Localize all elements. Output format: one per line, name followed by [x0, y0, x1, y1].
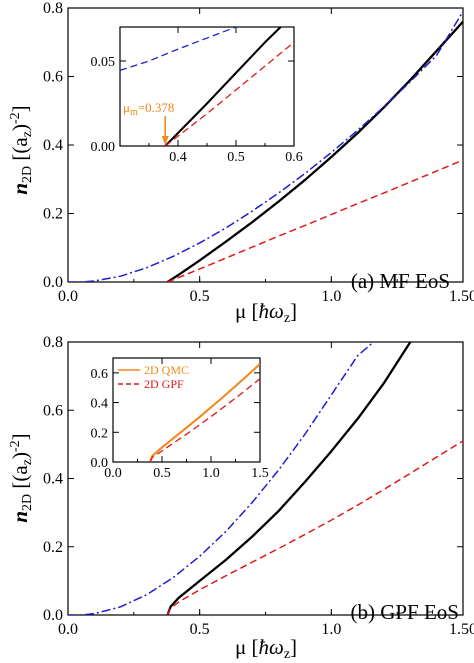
panel-b-y-axis-title: n2D [(az)-2]	[8, 433, 35, 522]
panel-a-y-axis-title: n2D [(az)-2]	[8, 105, 35, 194]
panel-b-x-axis-title: μ [ħωz]	[235, 635, 297, 662]
panel-a-inset-x-tick-label: 0.4	[169, 150, 187, 165]
panel-b-inset-y-tick-label: 0.6	[91, 367, 109, 382]
panel-a-inset: 0.4 0.5 0.6 0.00 0.05 μm=0.378	[91, 26, 303, 165]
panel-a-y-tick-label: 0.6	[43, 69, 63, 86]
panel-a-inset-background	[120, 27, 294, 146]
panel-b-inset-x-tick-label: 1.0	[202, 466, 220, 481]
panel-b-inset-y-tick-label: 0.2	[91, 426, 109, 441]
panel-a-y-tick-label: 0.2	[43, 206, 63, 223]
panel-a-label: (a) MF EoS	[351, 269, 450, 293]
panel-a-inset-x-tick-label: 0.5	[227, 150, 245, 165]
panel-b-plot-area: 0.0 0.5 1.0 1.50 0.0 0.2 0.4 0.6 0.8	[43, 334, 474, 638]
panel-a-y-tick-label: 0.8	[43, 0, 63, 17]
panel-b-series-dashdot-1	[68, 342, 374, 615]
panel-a-series-solid-0	[166, 20, 463, 282]
panel-b-x-tick-label: 1.0	[321, 621, 341, 638]
panel-b-inset-series-dashed-1	[149, 378, 260, 462]
panel-b-inset-x-tick-label: 0.5	[153, 466, 171, 481]
panel-b-series-solid-0	[166, 342, 412, 615]
panel-b-y-tick-label: 0.2	[43, 539, 63, 556]
panel-a-x-tick-label: 1.50	[449, 288, 474, 305]
panel-a-series-dashdot-1	[68, 11, 463, 282]
panel-b-y-tick-label: 0.8	[43, 334, 63, 351]
panel-b-chart: 0.0 0.5 1.0 1.50 0.0 0.2 0.4 0.6 0.8 0.0 0.5 1.0 1.…	[8, 334, 474, 662]
panel-a-inset-annotation-arrowhead	[161, 136, 169, 145]
panel-a-inset-annotation: μm=0.378	[123, 100, 174, 118]
panel-b-y-tick-label: 0.6	[43, 402, 63, 419]
panel-b-y-tick-label: 0.0	[43, 607, 63, 624]
panel-b-inset-legend-label-1: 2D GPF	[144, 377, 184, 391]
panel-a-inset-x-tick-label: 0.6	[285, 150, 303, 165]
panel-b-inset-background	[113, 358, 260, 462]
panel-a-x-tick-label: 1.0	[321, 288, 341, 305]
panel-a-chart: 0.0 0.5 1.0 1.500.00.20.40.60.8 0.4 0.5 0.60.…	[8, 0, 474, 326]
panel-b-x-tick-label: 0.0	[58, 621, 78, 638]
panel-b-x-tick-label: 0.5	[190, 621, 210, 638]
panel-a-x-tick-label: 0.0	[58, 288, 78, 305]
panel-a-x-axis-title: μ [ħωz]	[235, 299, 297, 326]
panel-a-y-tick-label: 0.4	[43, 137, 63, 154]
panel-b-inset-legend-label-0: 2D QMC	[144, 363, 189, 377]
panel-a-x-tick-label: 0.5	[190, 288, 210, 305]
panel-b-x-tick-label: 1.50	[449, 621, 474, 638]
panel-a-plot-area: 0.0 0.5 1.0 1.50 0.0 0.2 0.4 0.6 0.8	[43, 0, 474, 305]
panel-a-inset-series-dashed-2	[164, 41, 294, 146]
panel-a-inset-series-solid-0	[164, 27, 282, 146]
panel-a-inset-y-tick-label: 0.00	[91, 140, 116, 155]
panel-b-inset-series-solid-0	[149, 363, 260, 462]
panel-b-y-tick-label: 0.4	[43, 471, 63, 488]
panel-b-inset-x-tick-label: 1.5	[251, 466, 269, 481]
panel-a-y-tick-label: 0.0	[43, 274, 63, 291]
panel-b-inset-y-tick-label: 0.4	[91, 397, 109, 412]
panel-a-inset-y-tick-label: 0.05	[91, 55, 116, 70]
panel-a-series-dashed-2	[167, 159, 463, 282]
panel-a-inset-series-dashed-1	[120, 27, 237, 71]
panel-b-inset-y-tick-label: 0.0	[91, 456, 109, 471]
panel-b-series-dashed-2	[166, 440, 463, 615]
panel-b-label: (b) GPF EoS	[350, 600, 459, 624]
panel-b-inset-x-tick-label: 0.0	[104, 466, 122, 481]
